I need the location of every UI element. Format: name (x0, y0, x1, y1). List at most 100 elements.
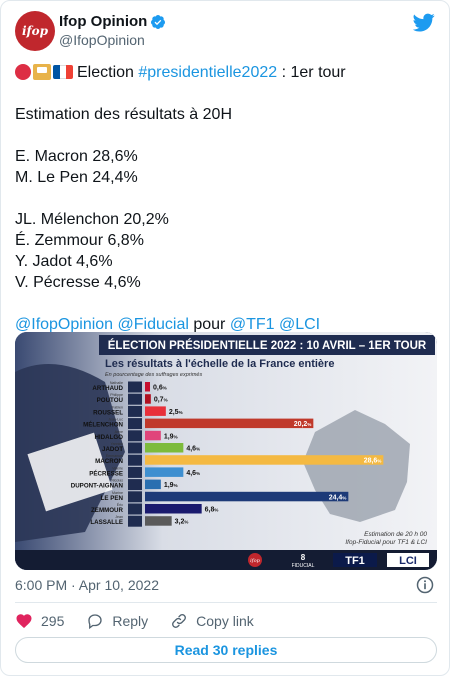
bar (145, 467, 184, 477)
bar (145, 430, 161, 441)
candidate-first-name: Éric (117, 502, 123, 507)
candidate-first-name: Yannick (110, 442, 123, 446)
candidate-first-name: Anne (115, 430, 123, 434)
candidate-name: ARTHAUD (92, 385, 123, 392)
bar (145, 406, 166, 416)
candidate-photo (128, 466, 142, 478)
mention-link[interactable]: @Fiducial (117, 316, 189, 333)
verified-badge-icon (151, 14, 166, 29)
banner-title: ÉLECTION PRÉSIDENTIELLE 2022 : 10 AVRIL … (108, 339, 427, 352)
bar-value-label: 28,6% (364, 458, 382, 465)
author-name[interactable]: Ifop Opinion (59, 13, 148, 30)
bar-value-label: 6,8% (205, 507, 219, 514)
info-icon[interactable] (415, 575, 435, 595)
candidate-photo (128, 393, 142, 405)
candidate-name: ZEMMOUR (91, 507, 123, 514)
hashtag-link[interactable]: #presidentielle2022 (138, 64, 278, 81)
bar-value-label: 24,4% (329, 494, 347, 501)
candidate-first-name: Nathalie (110, 381, 123, 385)
candidate-photo (128, 381, 142, 393)
france-flag-emoji-icon (53, 65, 73, 79)
candidate-name: MÉLENCHON (83, 421, 123, 429)
avatar[interactable]: ifop (15, 11, 55, 51)
copy-link-label: Copy link (196, 613, 254, 629)
candidate-first-name: Valérie (112, 466, 123, 470)
candidate-first-name: Fabien (112, 405, 123, 409)
chart-subtitle2: En pourcentage des suffrages exprimés (105, 372, 202, 378)
bar (145, 455, 384, 465)
link-icon (172, 614, 187, 628)
bar-value-label: 4,6% (186, 470, 200, 477)
action-bar: 295 Reply Copy link (15, 609, 276, 633)
tweet-timestamp[interactable]: 6:00 PM · Apr 10, 2022 (15, 577, 159, 593)
tweet-image[interactable]: ÉLECTION PRÉSIDENTIELLE 2022 : 10 AVRIL … (15, 332, 437, 570)
chart-subtitle: Les résultats à l'échelle de la France e… (105, 358, 334, 370)
result-line: E. Macron 28,6% (15, 148, 138, 165)
candidate-photo (128, 442, 142, 454)
candidate-photo (128, 491, 142, 503)
bar (145, 418, 314, 429)
bar-value-label: 4,6% (186, 446, 200, 453)
footnote-source: Ifop-Fiducial pour TF1 & LCI (345, 539, 427, 546)
ifop-logo-icon (248, 553, 262, 567)
candidate-name: ROUSSEL (93, 409, 123, 416)
tf1-logo: TF1 (345, 555, 365, 567)
svg-text:8: 8 (301, 553, 306, 562)
like-button[interactable]: 295 (15, 612, 64, 630)
candidate-photo (128, 479, 142, 491)
candidate-name: MACRON (95, 458, 123, 465)
candidate-photo (128, 418, 142, 430)
bar-value-label: 1,9% (164, 433, 178, 440)
result-line: M. Le Pen 24,4% (15, 169, 138, 186)
banner-bg (99, 335, 435, 355)
candidate-photo (128, 503, 142, 515)
tweet-headline: Election #presidentielle2022 : 1er tour (15, 62, 437, 83)
fiducial-logo: FIDUCIAL (292, 563, 315, 569)
result-line: Y. Jadot 4,6% (15, 253, 113, 270)
mention-link[interactable]: @LCI (278, 316, 321, 333)
lci-logo: LCI (399, 555, 417, 567)
reply-button[interactable]: Reply (86, 612, 148, 630)
bar (145, 382, 150, 392)
tweet-text: Election #presidentielle2022 : 1er tour … (15, 62, 437, 335)
candidate-name: HIDALGO (94, 434, 123, 441)
tweet-header: ifop Ifop Opinion @IfopOpinion (15, 11, 435, 53)
bar-value-label: 0,6% (153, 385, 167, 392)
reply-bubble-icon (88, 614, 103, 630)
candidate-first-name: Jean (115, 515, 123, 519)
candidate-name: JADOT (102, 446, 123, 453)
logo-strip (15, 550, 437, 570)
bar-value-label: 20,2% (294, 421, 312, 428)
result-line: É. Zemmour 6,8% (15, 232, 144, 249)
estimate-title: Estimation des résultats à 20H (15, 106, 232, 123)
candidate-name: PÉCRESSE (89, 469, 123, 477)
bar (145, 504, 202, 514)
svg-text:ifop: ifop (250, 558, 260, 564)
candidate-first-name: Jean-Luc (108, 418, 123, 422)
mention-link[interactable]: @IfopOpinion (15, 316, 114, 333)
candidate-photo (128, 515, 142, 527)
bar-value-label: 0,7% (154, 397, 168, 404)
red-circle-emoji-icon (15, 64, 31, 80)
bar (145, 479, 161, 490)
bar (145, 443, 184, 453)
candidate-name: LE PEN (101, 495, 124, 502)
candidate-first-name: Nicolas (111, 479, 123, 483)
like-count: 295 (41, 613, 65, 629)
bar-value-label: 3,2% (175, 519, 189, 526)
author-name-row[interactable]: Ifop Opinion (59, 13, 166, 30)
candidate-first-name: Philippe (110, 393, 123, 397)
read-replies-button[interactable]: Read 30 replies (15, 637, 437, 663)
twitter-bird-icon[interactable] (413, 11, 435, 33)
candidate-name: POUTOU (97, 397, 124, 404)
mention-link[interactable]: @TF1 (229, 316, 275, 333)
candidate-photo (128, 405, 142, 417)
candidate-photo (128, 430, 142, 442)
candidate-first-name: Marine (112, 491, 123, 495)
candidate-first-name: Emmanuel (106, 454, 123, 458)
results-chart: ÉLECTION PRÉSIDENTIELLE 2022 : 10 AVRIL … (15, 332, 437, 570)
mentions-line: @IfopOpinion @Fiducial pour @TF1 @LCI (15, 316, 321, 333)
copy-link-button[interactable]: Copy link (170, 612, 254, 630)
author-handle[interactable]: @IfopOpinion (59, 32, 145, 48)
